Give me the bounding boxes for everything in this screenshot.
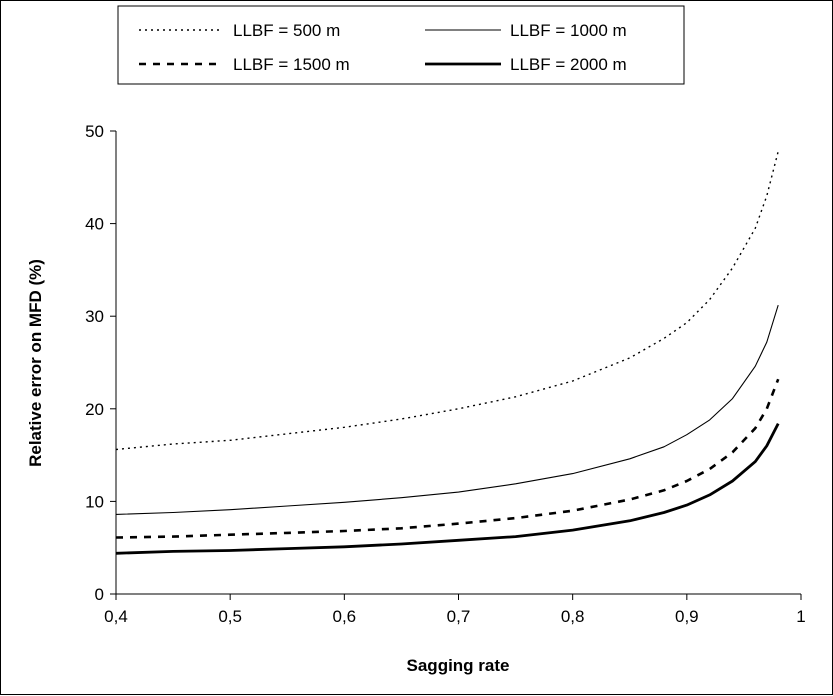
legend-box xyxy=(117,5,685,85)
legend-label-llbf-1000: LLBF = 1000 m xyxy=(510,21,627,40)
y-tick-label: 30 xyxy=(85,307,104,326)
x-tick-label: 0,4 xyxy=(104,607,128,626)
x-tick-label: 0,8 xyxy=(561,607,585,626)
series-line-3 xyxy=(115,378,780,539)
x-tick-label: 0,6 xyxy=(333,607,357,626)
x-tick-label: 1 xyxy=(796,607,805,626)
x-tick-label: 0,5 xyxy=(218,607,242,626)
y-ticks: 0 10 20 30 40 50 xyxy=(85,122,116,604)
y-tick-label: 20 xyxy=(85,400,104,419)
y-tick-label: 50 xyxy=(85,122,104,141)
y-tick-label: 0 xyxy=(95,585,104,604)
series-line-2 xyxy=(115,304,779,515)
y-tick-label: 40 xyxy=(85,215,104,234)
legend-label-llbf-500: LLBF = 500 m xyxy=(233,21,340,40)
x-axis-title: Sagging rate xyxy=(407,656,510,675)
x-tick-label: 0,7 xyxy=(447,607,471,626)
x-ticks: 0,4 0,5 0,6 0,7 0,8 0,9 1 xyxy=(104,594,806,626)
series-line-1 xyxy=(115,151,779,451)
y-axis-title: Relative error on MFD (%) xyxy=(26,259,45,467)
legend-label-llbf-2000: LLBF = 2000 m xyxy=(510,55,627,74)
x-tick-label: 0,9 xyxy=(675,607,699,626)
series-line-4 xyxy=(115,422,780,555)
legend-label-llbf-1500: LLBF = 1500 m xyxy=(233,55,350,74)
y-tick-label: 10 xyxy=(85,492,104,511)
legend: LLBF = 500 m LLBF = 1000 m LLBF = 1500 m… xyxy=(117,5,685,85)
series-lines xyxy=(115,151,780,555)
